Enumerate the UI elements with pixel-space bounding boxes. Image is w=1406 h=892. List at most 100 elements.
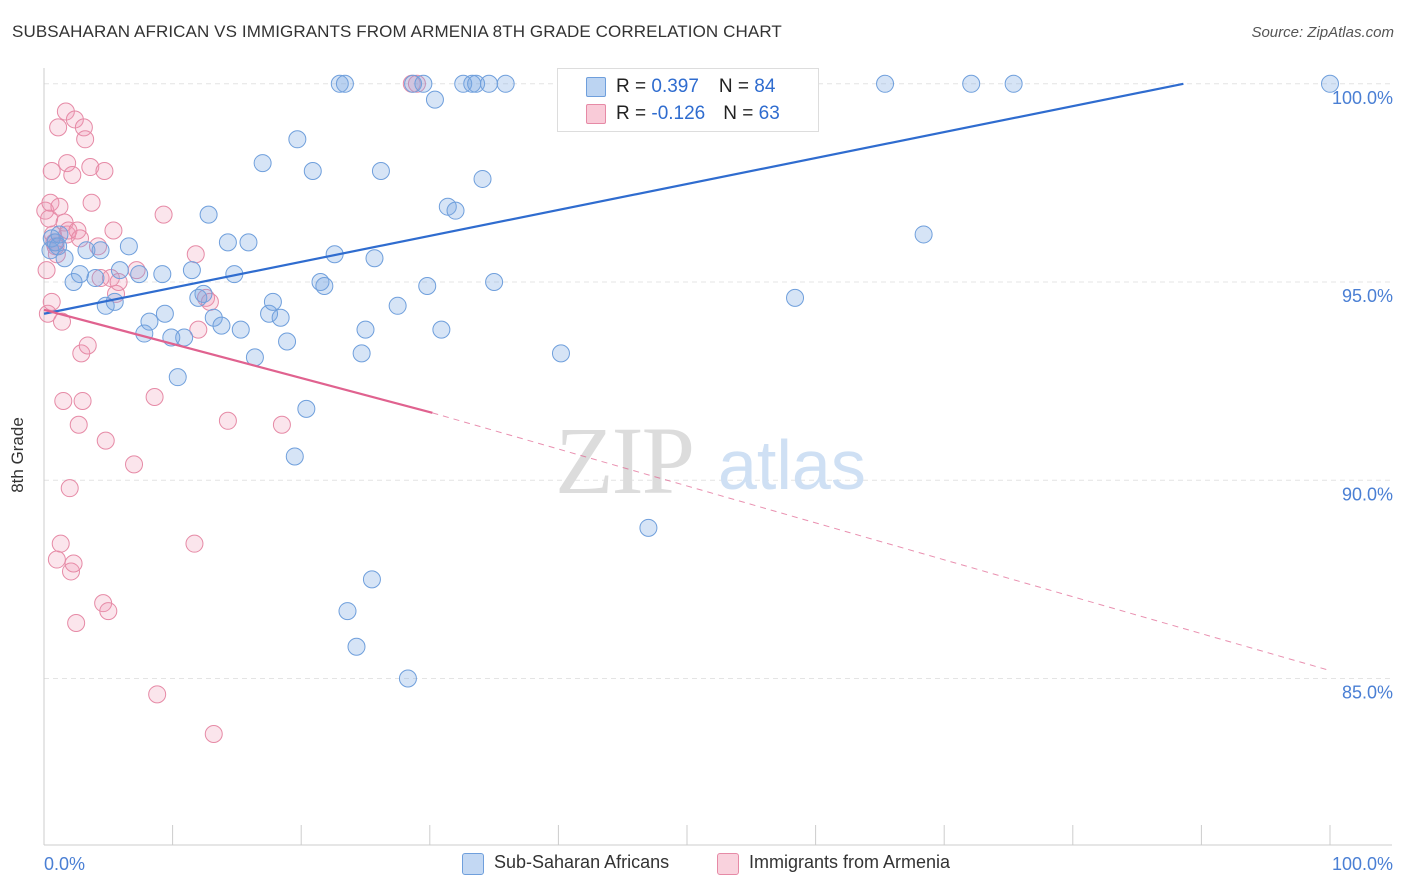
legend-row-armenia: R = -0.126 N = 63	[616, 103, 780, 125]
armenia-point	[125, 455, 144, 474]
armenia-point	[154, 205, 173, 224]
armenia-point	[69, 415, 88, 434]
subsaharan-point	[352, 344, 371, 363]
armenia-point	[145, 387, 164, 406]
armenia-point	[54, 391, 73, 410]
source-label: Source: ZipAtlas.com	[1251, 24, 1394, 41]
subsaharan-point	[876, 74, 895, 93]
subsaharan-point	[153, 265, 172, 284]
subsaharan-point	[786, 288, 805, 307]
subsaharan-point	[551, 344, 570, 363]
subsaharan-point	[86, 269, 105, 288]
watermark-zip: ZIP	[555, 407, 693, 514]
subsaharan-point	[335, 74, 354, 93]
x-tick-label: 100.0%	[1332, 854, 1393, 874]
subsaharan-point	[271, 308, 290, 327]
trend-lines	[43, 82, 1331, 672]
armenia-point	[76, 130, 95, 149]
subsaharan-point	[330, 74, 349, 93]
subsaharan-point	[404, 74, 423, 93]
y-axis-label: 8th Grade	[8, 417, 27, 493]
armenia-point	[37, 261, 56, 280]
legend-label-armenia: Immigrants from Armenia	[749, 852, 951, 872]
subsaharan-point	[467, 74, 486, 93]
legend-r-value: 0.397	[651, 76, 699, 97]
subsaharan-point	[418, 276, 437, 295]
armenia-point	[56, 102, 75, 121]
subsaharan-point	[140, 312, 159, 331]
subsaharan-point	[119, 237, 138, 256]
subsaharan-point	[639, 518, 658, 537]
armenia-point	[51, 534, 70, 553]
legend-n-label: N =	[723, 103, 759, 124]
armenia-point	[189, 320, 208, 339]
subsaharan-point	[204, 308, 223, 327]
subsaharan-point	[414, 74, 433, 93]
subsaharan-point	[239, 233, 258, 252]
subsaharan-point	[231, 320, 250, 339]
subsaharan-point	[446, 201, 465, 220]
subsaharan-point	[285, 447, 304, 466]
armenia-point	[50, 197, 69, 216]
subsaharan-point	[105, 292, 124, 311]
armenia-point	[185, 534, 204, 553]
armenia-point	[64, 554, 83, 573]
subsaharan-point	[199, 205, 218, 224]
subsaharan-point	[260, 304, 279, 323]
legend-label-subsaharan: Sub-Saharan Africans	[494, 852, 670, 872]
subsaharan-point	[962, 74, 981, 93]
armenia-point	[42, 292, 61, 311]
legend-swatch-pink	[586, 104, 606, 124]
legend-swatch-blue	[586, 77, 606, 97]
subsaharan-point	[432, 320, 451, 339]
subsaharan-point	[91, 241, 110, 260]
subsaharan-point	[454, 74, 473, 93]
legend-r-value: -0.126	[651, 103, 706, 124]
subsaharan-point	[218, 233, 237, 252]
subsaharan-point	[130, 265, 149, 284]
legend-n-value: 84	[754, 76, 776, 97]
subsaharan-point	[347, 637, 366, 656]
armenia-point	[96, 431, 115, 450]
series-legend: Sub-Saharan Africans Immigrants from Arm…	[0, 851, 1406, 877]
y-tick-labels: 100.0% 95.0% 90.0% 85.0%	[1332, 88, 1393, 703]
stats-legend: R = 0.397 N = 84 R = -0.126 N = 63	[557, 68, 819, 132]
subsaharan-point	[182, 261, 201, 280]
armenia-point	[67, 613, 86, 632]
subsaharan-point	[297, 399, 316, 418]
legend-swatch-subsaharan	[462, 853, 484, 875]
subsaharan-point	[914, 225, 933, 244]
armenia-point	[60, 479, 79, 498]
armenia-point	[95, 162, 114, 181]
y-tick-label: 95.0%	[1342, 286, 1393, 306]
armenia-point	[47, 550, 66, 569]
subsaharan-point	[212, 316, 231, 335]
armenia-trend-extension	[432, 412, 1331, 672]
subsaharan-point	[371, 162, 390, 181]
y-tick-label: 85.0%	[1342, 682, 1393, 702]
subsaharan-point	[278, 332, 297, 351]
subsaharan-point	[110, 261, 129, 280]
armenia-point	[82, 193, 101, 212]
armenia-point	[73, 391, 92, 410]
subsaharan-point	[473, 169, 492, 188]
subsaharan-point	[485, 273, 504, 292]
subsaharan-point	[303, 162, 322, 181]
subsaharan-point	[398, 669, 417, 688]
armenia-point	[58, 154, 77, 173]
subsaharan-point	[356, 320, 375, 339]
subsaharan-point	[50, 225, 69, 244]
armenia-point	[42, 162, 61, 181]
armenia-point	[272, 415, 291, 434]
subsaharan-point	[55, 249, 74, 268]
subsaharan-point	[168, 368, 187, 387]
legend-r-label: R =	[616, 103, 652, 124]
subsaharan-trend-line	[43, 82, 1184, 315]
subsaharan-point	[194, 284, 213, 303]
x-tick-label: 0.0%	[44, 854, 85, 874]
subsaharan-point	[425, 90, 444, 109]
armenia-point	[41, 193, 60, 212]
armenia-point	[91, 269, 110, 288]
x-tick-labels: 0.0% 100.0%	[44, 854, 1393, 874]
subsaharan-point	[362, 570, 381, 589]
